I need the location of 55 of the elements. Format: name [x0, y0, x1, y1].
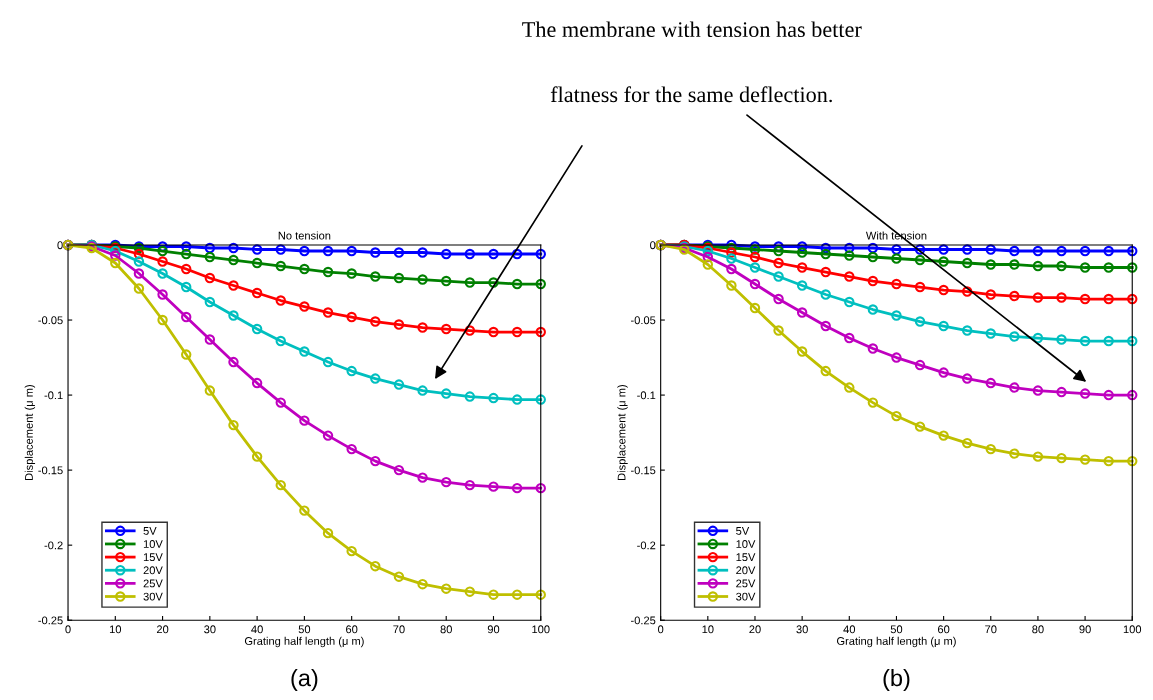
x-axis-title: Grating half length (μ m) — [244, 636, 364, 648]
x-tick-label: 40 — [251, 625, 263, 634]
legend-label: 30V — [143, 592, 163, 601]
x-tick-label: 60 — [346, 625, 358, 634]
x-tick-label: 70 — [985, 625, 997, 634]
y-tick-label: -0.05 — [630, 316, 656, 325]
legend-label: 5V — [736, 527, 750, 535]
x-tick-label: 30 — [796, 625, 808, 634]
x-tick-label: 20 — [156, 625, 169, 634]
legend-label: 15V — [143, 553, 163, 562]
legend-label: 25V — [143, 579, 163, 588]
x-tick-label: 100 — [532, 625, 550, 634]
y-tick-label: -0.15 — [630, 466, 656, 475]
y-tick-label: 0 — [650, 241, 656, 250]
text: (a) — [291, 668, 318, 691]
y-tick-label: 0 — [57, 241, 63, 250]
chart-title: No tension — [278, 231, 331, 240]
y-tick-label: -0.05 — [38, 316, 63, 325]
legend-label: 20V — [736, 566, 756, 575]
x-tick-label: 100 — [1123, 625, 1142, 634]
y-tick-label: -0.2 — [44, 541, 63, 550]
x-tick-label: 80 — [440, 625, 452, 634]
y-tick-label: -0.1 — [44, 391, 63, 400]
legend-label: 5V — [143, 527, 157, 535]
y-tick-label: -0.25 — [38, 616, 63, 625]
y-axis-title: Displacement (μ m) — [24, 385, 36, 480]
x-tick-label: 70 — [393, 625, 405, 634]
x-tick-label: 10 — [109, 625, 122, 634]
legend-label: 25V — [736, 579, 756, 588]
x-tick-label: 0 — [65, 625, 71, 634]
legend-label: 30V — [736, 592, 756, 601]
legend-label: 10V — [736, 540, 756, 548]
legend-label: 10V — [143, 540, 163, 548]
y-axis-title: Displacement (μ m) — [617, 385, 628, 480]
x-tick-label: 50 — [298, 625, 311, 634]
y-tick-label: -0.25 — [630, 616, 656, 625]
x-tick-label: 90 — [487, 625, 500, 634]
x-tick-label: 0 — [658, 625, 664, 634]
y-tick-label: -0.2 — [637, 541, 656, 550]
text: flatness for the same deflection. — [550, 86, 832, 103]
x-tick-label: 60 — [938, 625, 950, 634]
x-axis-title: Grating half length (μ m) — [837, 636, 956, 648]
y-tick-label: -0.1 — [637, 391, 656, 400]
text: The membrane with tension has better — [522, 21, 862, 38]
x-tick-label: 30 — [204, 625, 216, 634]
text: (b) — [883, 668, 910, 691]
x-tick-label: 80 — [1032, 625, 1044, 634]
y-tick-label: -0.15 — [38, 466, 63, 475]
x-tick-label: 90 — [1079, 625, 1091, 634]
x-tick-label: 40 — [843, 625, 856, 634]
x-tick-label: 10 — [702, 625, 714, 634]
x-tick-label: 20 — [749, 625, 761, 634]
legend-label: 20V — [143, 566, 163, 575]
x-tick-label: 50 — [890, 625, 903, 634]
legend-label: 15V — [736, 553, 756, 562]
